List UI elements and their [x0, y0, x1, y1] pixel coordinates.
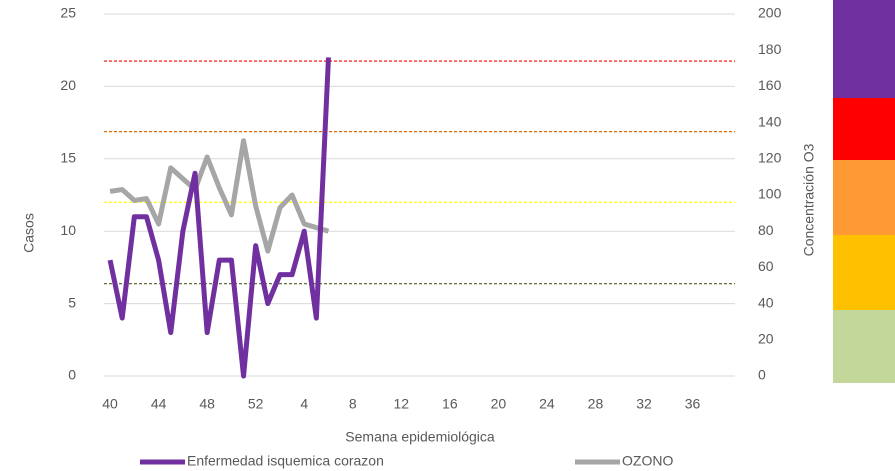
x-tick-label: 44 [151, 396, 167, 412]
series-line [107, 57, 331, 379]
y2-tick-label: 0 [758, 367, 766, 383]
x-tick-label: 4 [300, 396, 308, 412]
y2-tick-label: 120 [758, 150, 782, 166]
series-line [109, 138, 330, 254]
y2-tick-label: 100 [758, 186, 782, 202]
y-tick-label: 25 [60, 5, 76, 21]
x-tick-label: 32 [636, 396, 652, 412]
x-tick-label: 36 [685, 396, 701, 412]
y2-tick-label: 180 [758, 41, 782, 57]
y-tick-label: 15 [60, 150, 76, 166]
x-tick-label: 40 [102, 396, 118, 412]
x-tick-label: 52 [248, 396, 264, 412]
aqi-band [833, 235, 895, 310]
x-tick-label: 16 [442, 396, 458, 412]
x-tick-label: 24 [539, 396, 555, 412]
y2-tick-label: 60 [758, 258, 774, 274]
x-tick-label: 20 [491, 396, 507, 412]
aqi-band [833, 0, 895, 98]
y2-tick-label: 140 [758, 113, 782, 129]
x-axis-title: Semana epidemiológica [345, 429, 495, 445]
x-tick-label: 8 [349, 396, 357, 412]
legend-label: Enfermedad isquemica corazon [187, 453, 384, 469]
x-tick-label: 28 [588, 396, 604, 412]
y2-tick-label: 160 [758, 77, 782, 93]
y2-axis-title: Concentración O3 [801, 143, 817, 256]
aqi-band [833, 160, 895, 235]
x-tick-label: 48 [199, 396, 215, 412]
aqi-band [833, 98, 895, 160]
y-tick-label: 5 [68, 294, 76, 310]
legend-label: OZONO [622, 453, 673, 469]
aqi-band [833, 310, 895, 383]
y-tick-label: 10 [60, 222, 76, 238]
y2-tick-label: 80 [758, 222, 774, 238]
y-tick-label: 0 [68, 367, 76, 383]
y2-tick-label: 200 [758, 5, 782, 21]
y2-tick-label: 40 [758, 294, 774, 310]
x-tick-label: 12 [394, 396, 410, 412]
y-axis-title: Casos [21, 213, 37, 253]
y-tick-label: 20 [60, 77, 76, 93]
y2-tick-label: 20 [758, 331, 774, 347]
